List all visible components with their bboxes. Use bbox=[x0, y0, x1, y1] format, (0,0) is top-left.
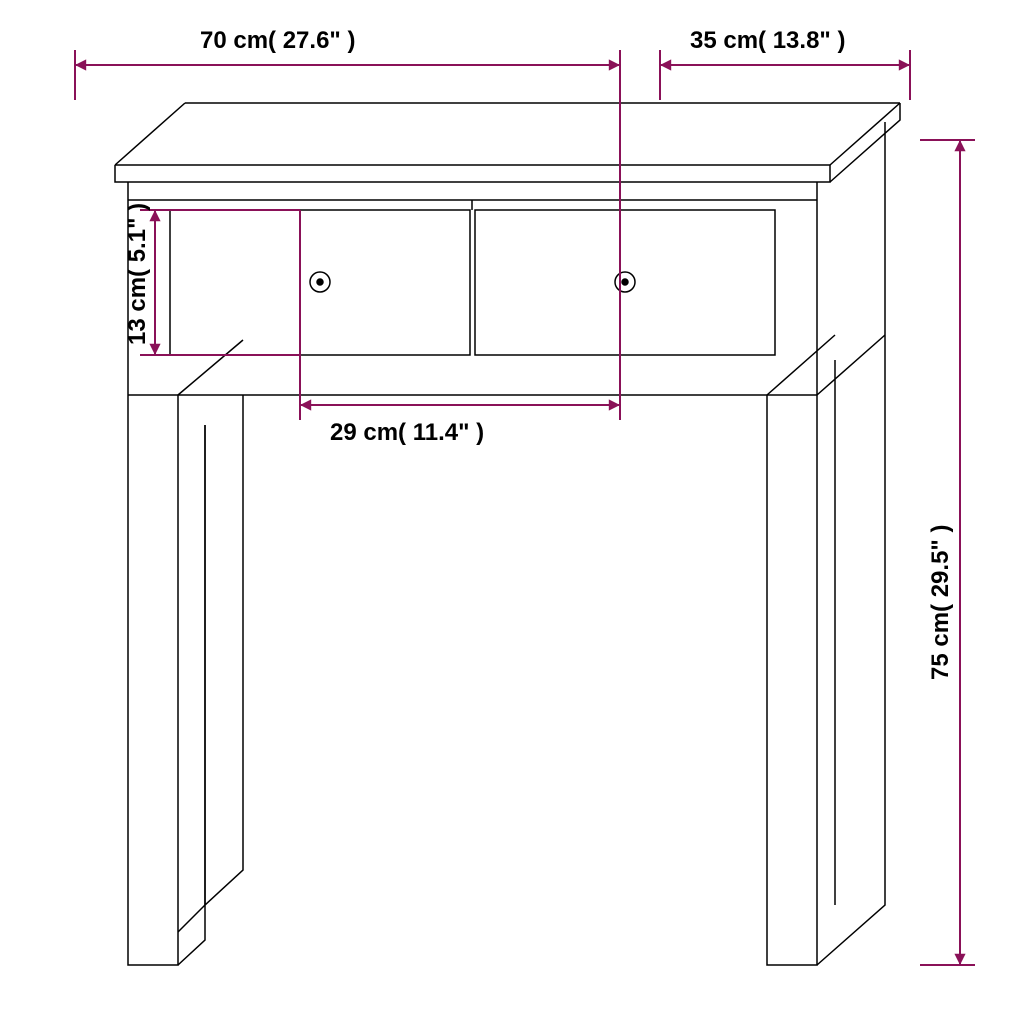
dim-drawer-height-label: 13 cm( 5.1" ) bbox=[124, 203, 151, 345]
dim-depth: 35 cm( 13.8" ) bbox=[660, 27, 910, 100]
dim-drawer-height: 13 cm( 5.1" ) bbox=[124, 203, 300, 355]
dim-height-label: 75 cm( 29.5" ) bbox=[927, 525, 954, 680]
dimension-lines: 70 cm( 27.6" ) 35 cm( 13.8" ) 75 cm( 29.… bbox=[75, 27, 975, 965]
dim-width-label: 70 cm( 27.6" ) bbox=[200, 27, 355, 54]
dim-drawer-width: 29 cm( 11.4" ) bbox=[300, 100, 620, 446]
dim-width: 70 cm( 27.6" ) bbox=[75, 27, 620, 100]
furniture-outline bbox=[115, 103, 900, 965]
dim-drawer-width-label: 29 cm( 11.4" ) bbox=[330, 419, 484, 446]
dim-depth-label: 35 cm( 13.8" ) bbox=[690, 27, 845, 54]
dim-height: 75 cm( 29.5" ) bbox=[920, 140, 975, 965]
